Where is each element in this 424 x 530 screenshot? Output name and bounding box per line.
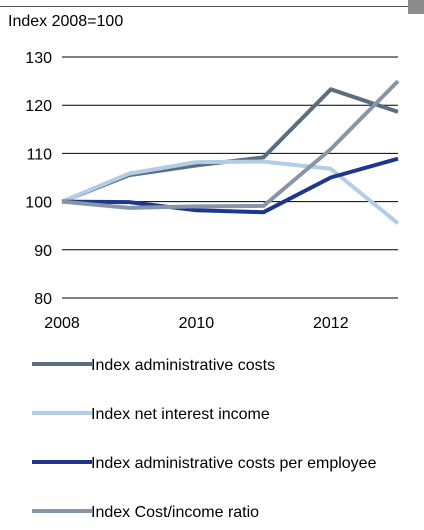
y-tick-label: 120 [25, 98, 52, 115]
legend: Index administrative costs Index net inte… [32, 357, 377, 521]
y-tick-labels: 80 90 100 110 120 130 [25, 50, 52, 308]
series-line-3 [61, 156, 399, 215]
x-tick-labels: 2008 2010 2012 [44, 315, 348, 332]
y-tick-label: 130 [25, 50, 52, 67]
x-tick-label: 2012 [313, 315, 349, 332]
series-lines [61, 79, 400, 225]
top-border-line [0, 6, 408, 7]
legend-label-4: Index Cost/income ratio [91, 504, 259, 521]
legend-label-2: Index net interest income [91, 406, 270, 423]
y-tick-label: 90 [34, 243, 52, 260]
x-tick-label: 2008 [44, 315, 80, 332]
y-tick-label: 110 [26, 146, 52, 163]
legend-label-1: Index administrative costs [91, 357, 275, 374]
y-tick-label: 100 [25, 195, 52, 212]
series-line-2 [61, 159, 400, 225]
y-axis-label: Index 2008=100 [8, 13, 123, 30]
x-tick-label: 2010 [179, 315, 215, 332]
y-tick-label: 80 [34, 291, 52, 308]
legend-label-3: Index administrative costs per employee [91, 455, 377, 472]
corner-tab [408, 0, 424, 14]
series-line-4 [61, 79, 400, 210]
